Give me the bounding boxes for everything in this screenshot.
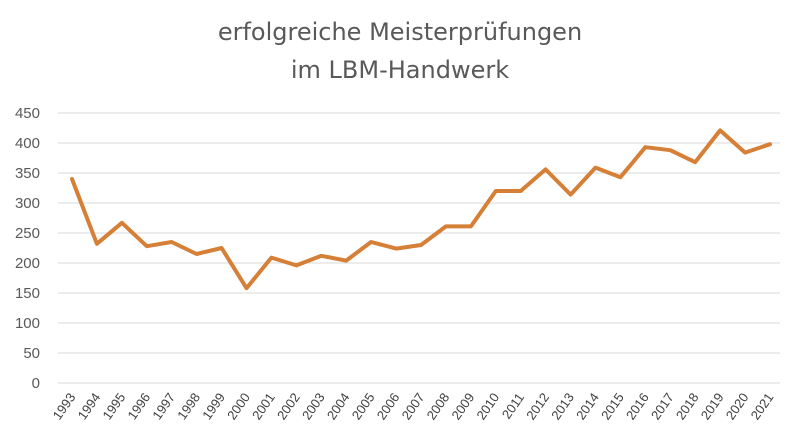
y-tick-label: 150	[15, 285, 40, 302]
data-point	[220, 246, 224, 250]
x-tick-label: 1993	[50, 390, 79, 422]
data-point	[419, 243, 423, 247]
data-point	[319, 254, 323, 258]
y-tick-label: 50	[23, 345, 40, 362]
x-tick-label: 2001	[249, 390, 278, 422]
data-point	[120, 221, 124, 225]
data-point	[544, 167, 548, 171]
x-tick-label: 2003	[299, 390, 328, 422]
data-point	[70, 177, 74, 181]
x-tick-label: 2014	[573, 390, 602, 422]
x-tick-label: 2006	[374, 390, 403, 422]
data-point	[394, 247, 398, 251]
data-point	[369, 240, 373, 244]
data-point	[718, 128, 722, 132]
data-point	[444, 224, 448, 228]
data-point	[145, 244, 149, 248]
data-point	[594, 166, 598, 170]
data-point	[643, 145, 647, 149]
x-tick-label: 2011	[499, 390, 527, 422]
data-point	[569, 193, 573, 197]
data-point	[693, 160, 697, 164]
series-line	[70, 128, 772, 291]
x-tick-label: 1996	[124, 390, 153, 422]
data-point	[494, 189, 498, 193]
x-tick-label: 1995	[99, 390, 128, 422]
x-tick-label: 2019	[698, 390, 727, 422]
data-point	[668, 148, 672, 152]
x-tick-label: 1994	[75, 390, 104, 422]
data-point	[294, 263, 298, 267]
x-tick-label: 2010	[473, 390, 502, 422]
data-point	[95, 242, 99, 246]
data-point	[768, 142, 772, 146]
y-tick-label: 400	[15, 135, 40, 152]
data-point	[170, 240, 174, 244]
y-tick-label: 200	[15, 255, 40, 272]
x-tick-label: 2000	[224, 390, 253, 422]
x-tick-label: 2008	[424, 390, 453, 422]
x-tick-label: 2017	[648, 390, 677, 422]
chart-title-line-2: im LBM-Handwerk	[290, 56, 510, 84]
y-tick-label: 250	[15, 225, 40, 242]
y-tick-label: 100	[15, 315, 40, 332]
y-tick-label: 300	[15, 195, 40, 212]
data-point	[245, 286, 249, 290]
data-point	[743, 151, 747, 155]
x-tick-label: 2015	[598, 390, 627, 422]
data-point	[269, 256, 273, 260]
x-tick-label: 2016	[623, 390, 652, 422]
x-tick-label: 2007	[399, 390, 428, 422]
x-tick-label: 2021	[748, 390, 777, 422]
x-tick-label: 1998	[174, 390, 203, 422]
data-point	[195, 252, 199, 256]
x-tick-label: 2002	[274, 390, 303, 422]
x-tick-label: 2005	[349, 390, 378, 422]
x-tick-label: 2009	[448, 390, 477, 422]
data-point	[519, 189, 523, 193]
x-tick-label: 1999	[199, 390, 228, 422]
y-tick-label: 450	[15, 105, 40, 122]
data-point	[618, 175, 622, 179]
y-tick-label: 0	[32, 375, 40, 392]
data-point	[469, 224, 473, 228]
data-point	[344, 259, 348, 263]
x-tick-label: 2018	[673, 390, 702, 422]
x-tick-label: 2004	[324, 390, 353, 422]
x-tick-label: 2013	[548, 390, 577, 422]
y-tick-label: 350	[15, 165, 40, 182]
chart-title-line-1: erfolgreiche Meisterprüfungen	[217, 18, 583, 46]
x-tick-label: 2020	[723, 390, 752, 422]
x-tick-label: 2012	[523, 390, 552, 422]
x-tick-label: 1997	[149, 390, 178, 422]
